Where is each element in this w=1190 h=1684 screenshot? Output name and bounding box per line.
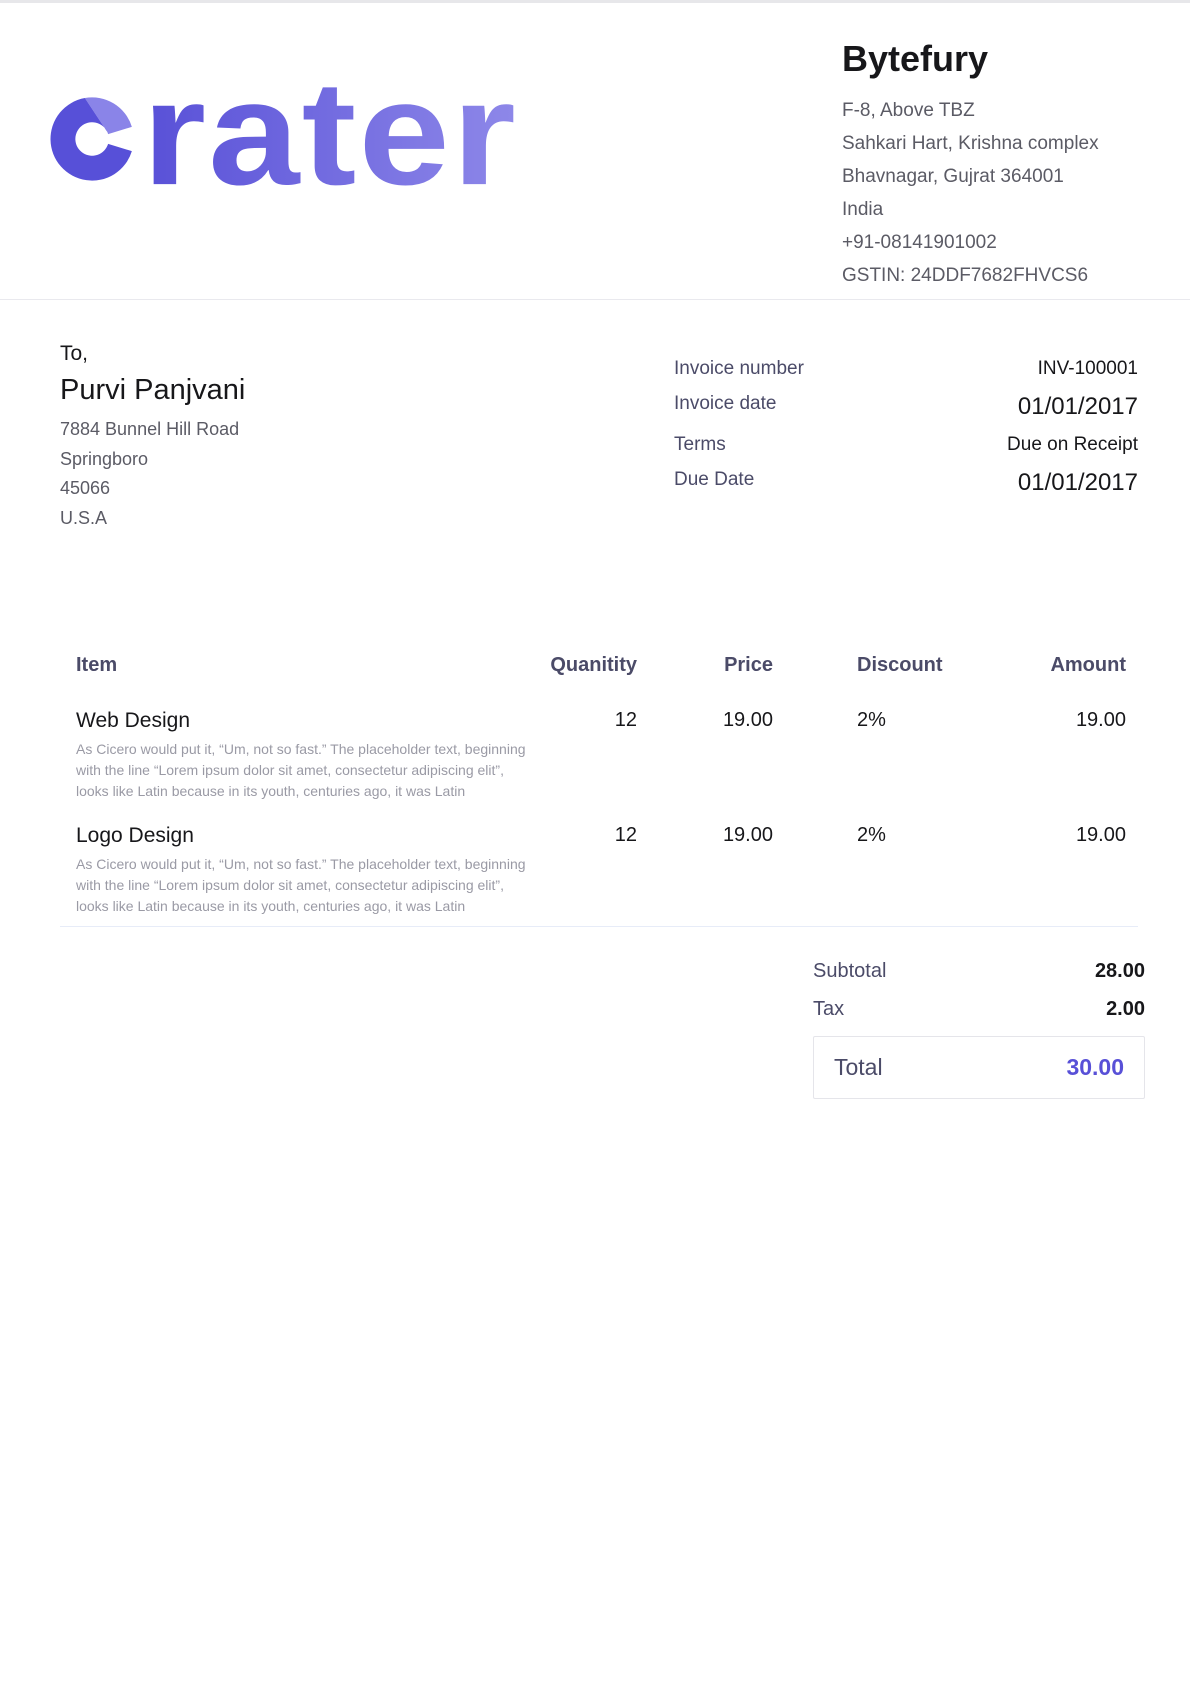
svg-text:rater: rater — [142, 85, 518, 193]
